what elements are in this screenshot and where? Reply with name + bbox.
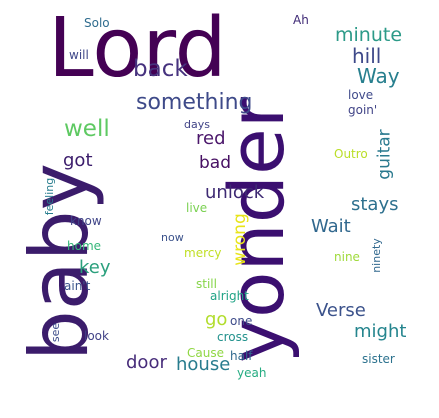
- word-well: well: [64, 116, 110, 142]
- word-red: red: [196, 128, 226, 149]
- word-lord: Lord: [48, 1, 227, 96]
- word-one: one: [230, 314, 253, 328]
- word-know: know: [70, 214, 102, 228]
- word-bad: bad: [199, 153, 231, 173]
- word-still: still: [196, 277, 217, 291]
- word-house: house: [176, 354, 231, 375]
- word-outro: Outro: [334, 147, 368, 161]
- word-will: will: [69, 48, 89, 62]
- word-stays: stays: [351, 194, 399, 215]
- word-half: half: [230, 349, 253, 363]
- word-aint: ain't: [64, 279, 91, 293]
- word-feeling: feeling: [43, 177, 57, 216]
- word-goin: goin': [348, 103, 378, 117]
- word-got: got: [63, 150, 93, 171]
- word-ninety: ninety: [369, 238, 383, 273]
- word-nine: nine: [334, 250, 360, 264]
- word-days: days: [184, 118, 210, 131]
- word-something: something: [136, 90, 253, 115]
- word-might: might: [354, 321, 407, 342]
- word-wrong: wrong: [229, 213, 250, 266]
- word-cause: Cause: [187, 346, 224, 360]
- word-see: see: [49, 322, 63, 343]
- word-go: go: [205, 309, 228, 330]
- word-alright: alright: [210, 289, 249, 303]
- word-verse: Verse: [316, 300, 366, 321]
- word-now: now: [161, 231, 184, 244]
- word-unlock: unlock: [205, 182, 265, 203]
- word-door: door: [126, 352, 167, 373]
- word-mercy: mercy: [184, 246, 222, 260]
- word-live: live: [186, 201, 208, 215]
- word-cross: cross: [217, 330, 249, 344]
- word-minute: minute: [335, 24, 403, 46]
- word-yeah: yeah: [237, 366, 267, 380]
- word-wait: Wait: [311, 216, 351, 237]
- word-hill: hill: [352, 44, 382, 68]
- word-home: home: [67, 239, 102, 253]
- word-sister: sister: [362, 352, 395, 366]
- word-key: key: [79, 257, 111, 278]
- word-guitar: guitar: [374, 129, 395, 180]
- word-ah: Ah: [293, 13, 309, 27]
- word-look: look: [84, 329, 109, 343]
- word-way: Way: [357, 64, 400, 88]
- word-solo: Solo: [84, 16, 110, 30]
- word-back: back: [133, 56, 188, 82]
- word-love: love: [348, 88, 374, 102]
